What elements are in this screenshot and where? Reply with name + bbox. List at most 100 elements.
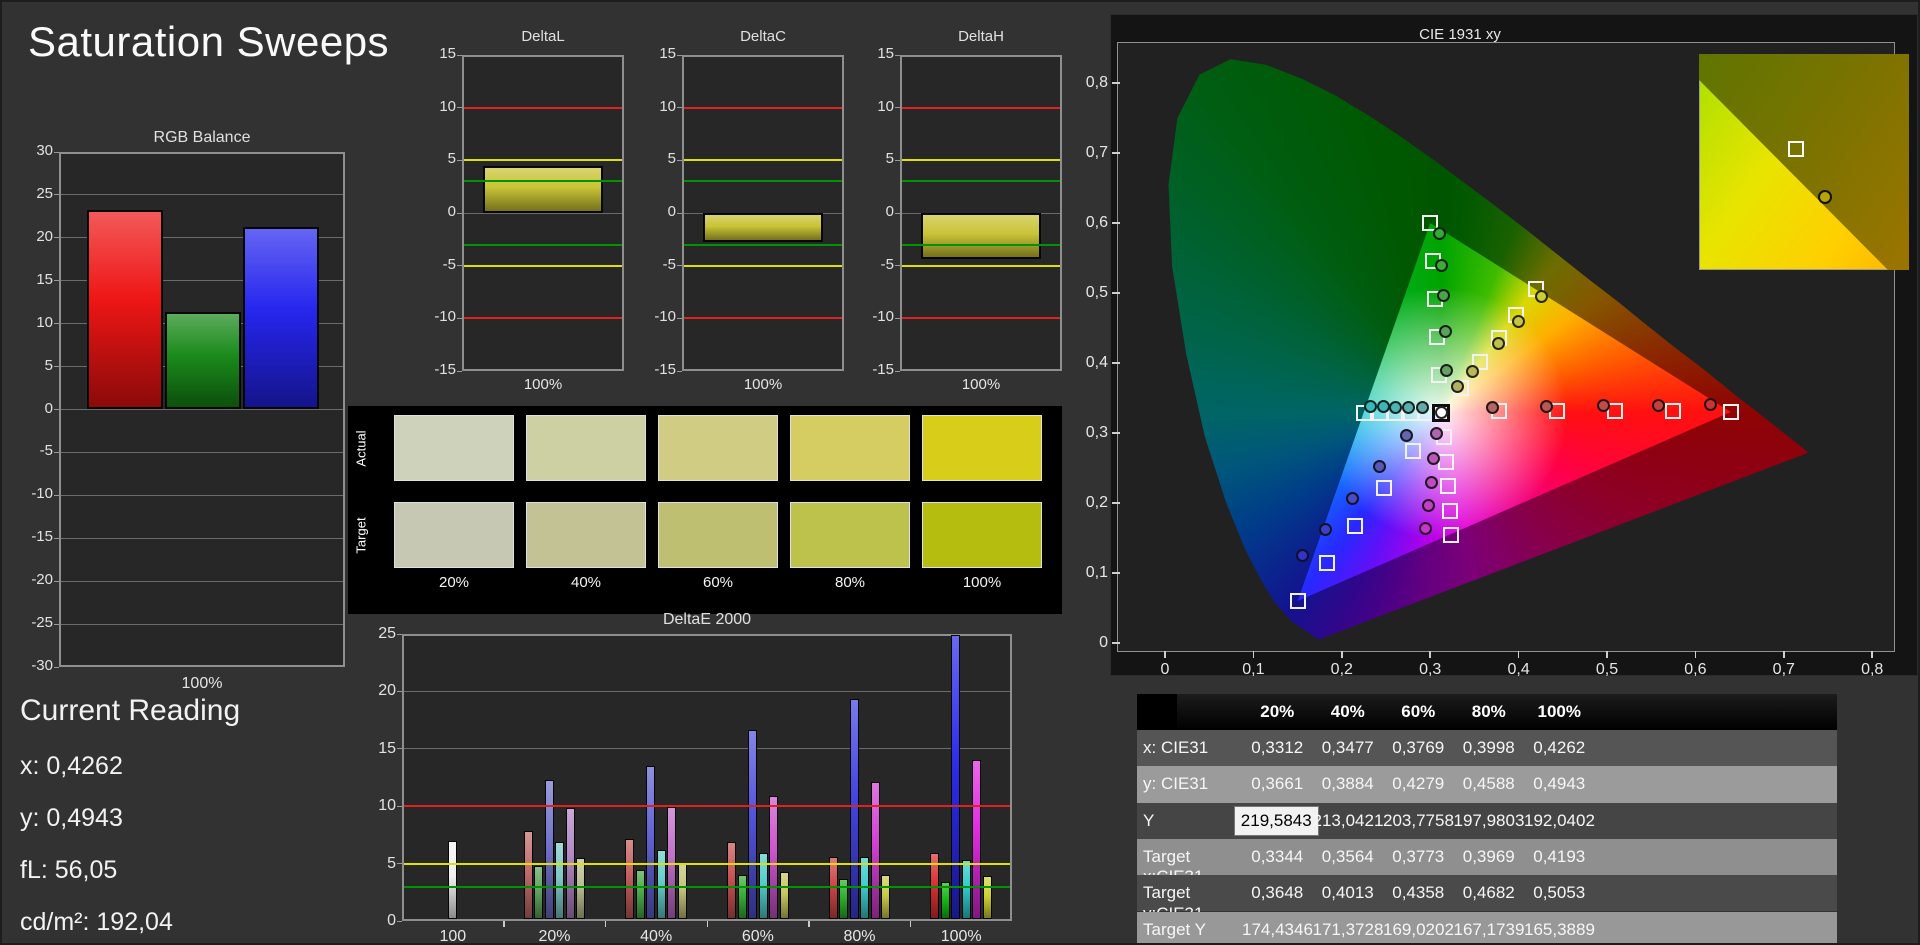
cie-x-tick-label: 0 bbox=[1160, 661, 1170, 678]
delta-c-y-tick bbox=[677, 54, 682, 56]
deltae-bar bbox=[870, 782, 880, 919]
table-cell-value[interactable]: 165,3889 bbox=[1524, 919, 1595, 939]
table-cell-value[interactable]: 0,3477 bbox=[1321, 738, 1374, 757]
table-cell-value[interactable]: 0,4013 bbox=[1321, 883, 1374, 903]
table-col-header[interactable]: 80% bbox=[1471, 702, 1506, 721]
rgb-balance-y-tick-label: 5 bbox=[44, 356, 53, 374]
table-cell-value[interactable]: 0,3998 bbox=[1462, 738, 1515, 757]
table-cell-value[interactable]: 0,4262 bbox=[1533, 738, 1586, 757]
rgb-balance-y-tick-label: -30 bbox=[31, 657, 53, 674]
cie-target-square-blue-60pct bbox=[1347, 518, 1364, 535]
table-cell-value[interactable]: 169,0202 bbox=[1383, 919, 1454, 939]
table-row bbox=[1137, 838, 1837, 876]
cie-y-tick-label: 0,7 bbox=[1085, 144, 1108, 161]
delta-l-ref-line-5 bbox=[464, 159, 622, 162]
swatch-col-label: 100% bbox=[962, 574, 1002, 591]
table-cell-value-selected[interactable]: 219,5843 bbox=[1240, 810, 1312, 830]
delta-l-y-tick-label: 0 bbox=[447, 203, 456, 220]
cie-measured-circle-cyan-60pct bbox=[1389, 400, 1403, 414]
table-cell-value[interactable]: 0,3564 bbox=[1321, 846, 1374, 866]
delta-h-bar bbox=[921, 213, 1041, 260]
rgb-balance-gridline bbox=[61, 580, 343, 582]
deltae-bar bbox=[737, 875, 747, 919]
swatch-actual-80% bbox=[790, 415, 910, 481]
rgb-balance-y-tick bbox=[54, 666, 59, 668]
cie-y-tick bbox=[1112, 82, 1120, 84]
table-cell-value[interactable]: 0,3648 bbox=[1251, 883, 1304, 903]
cie-x-tick-label: 0,7 bbox=[1772, 661, 1795, 678]
cie-target-square-yellow-40pct bbox=[1472, 354, 1489, 371]
table-cell-value[interactable]: 213,0421 bbox=[1312, 810, 1384, 830]
table-cell-value[interactable]: 0,4358 bbox=[1392, 883, 1445, 903]
swatch-actual-100% bbox=[922, 415, 1042, 481]
table-cell-value[interactable]: 0,3312 bbox=[1251, 738, 1304, 757]
cie-inset-measured-circle bbox=[1818, 189, 1832, 204]
current-reading-heading: Current Reading bbox=[20, 694, 241, 727]
table-cell-value[interactable]: 0,4279 bbox=[1392, 774, 1445, 794]
cie-y-tick-label: 0,1 bbox=[1085, 564, 1108, 581]
rgb-balance-y-tick-label: -20 bbox=[31, 571, 53, 589]
delta-h-y-tick bbox=[895, 370, 900, 372]
deltae-group-label: 100% bbox=[940, 928, 982, 945]
deltae-group-label: 60% bbox=[741, 928, 774, 945]
cie-white-point-circle bbox=[1434, 406, 1448, 420]
table-col-header[interactable]: 40% bbox=[1330, 702, 1365, 721]
rgb-balance-y-tick-label: 30 bbox=[36, 142, 53, 159]
cie-x-tick bbox=[1429, 651, 1431, 658]
table-row-label: x: CIE31 bbox=[1143, 738, 1209, 757]
rgb-balance-bar-blue bbox=[243, 226, 319, 410]
deltae-2000-y-tick-label: 15 bbox=[378, 739, 396, 757]
delta-l-x-label: 100% bbox=[523, 376, 563, 393]
table-cell-value[interactable]: 0,3661 bbox=[1251, 774, 1304, 794]
delta-l-y-tick-label: 10 bbox=[439, 97, 456, 115]
table-cell-value[interactable]: 0,4943 bbox=[1533, 774, 1586, 794]
table-cell-value[interactable]: 0,4193 bbox=[1533, 846, 1586, 866]
table-cell-value[interactable]: 203,7758 bbox=[1383, 810, 1454, 830]
cie-measured-circle-blue-60pct bbox=[1345, 492, 1359, 506]
table-cell-value[interactable]: 0,5053 bbox=[1533, 883, 1586, 903]
deltae-bar bbox=[748, 730, 758, 919]
table-cell-value[interactable]: 167,1739 bbox=[1453, 919, 1525, 939]
deltae-bar bbox=[635, 870, 645, 919]
deltae-x-tick bbox=[706, 921, 708, 927]
rgb-balance-y-tick-label: 20 bbox=[36, 227, 53, 245]
table-cell-value[interactable]: 0,3969 bbox=[1462, 846, 1515, 866]
cie-title: CIE 1931 xy bbox=[1419, 26, 1501, 43]
rgb-balance-gridline bbox=[61, 194, 343, 196]
table-cell-value[interactable]: 197,9803 bbox=[1453, 810, 1525, 830]
cie-x-tick-label: 0,8 bbox=[1861, 661, 1884, 678]
delta-l-bar bbox=[483, 165, 603, 213]
delta-c-ref-line-3 bbox=[684, 180, 842, 183]
table-cell-value[interactable]: 0,3884 bbox=[1321, 774, 1374, 794]
delta-h-x-label: 100% bbox=[961, 376, 1001, 393]
table-cell-value[interactable]: 174,4346 bbox=[1242, 919, 1313, 939]
rgb-balance-gridline bbox=[61, 280, 343, 282]
deltae-x-tick bbox=[808, 921, 810, 927]
table-row-label: Target x:CIE31 bbox=[1143, 846, 1203, 886]
cie-y-tick bbox=[1112, 572, 1120, 574]
rgb-balance-y-tick-label: -10 bbox=[31, 485, 53, 503]
swatch-row-label-text: Target bbox=[353, 516, 369, 554]
table-cell-value[interactable]: 0,3769 bbox=[1392, 738, 1445, 757]
table-cell-value[interactable]: 0,3773 bbox=[1392, 846, 1445, 866]
table-col-header[interactable]: 100% bbox=[1537, 702, 1581, 721]
deltae-group-label: 40% bbox=[640, 928, 673, 945]
table-cell-value[interactable]: 171,3728 bbox=[1312, 919, 1384, 939]
cie-target-square-magenta-60pct bbox=[1439, 478, 1456, 495]
delta-h-y-tick bbox=[895, 107, 900, 109]
table-cell-value[interactable]: 0,4588 bbox=[1462, 774, 1515, 794]
table-cell-value[interactable]: 192,0402 bbox=[1524, 810, 1595, 830]
delta-c-y-tick-label: 5 bbox=[667, 150, 676, 168]
table-col-header[interactable]: 60% bbox=[1401, 702, 1436, 721]
table-col-header[interactable]: 20% bbox=[1260, 702, 1295, 721]
deltae-2000-gridline bbox=[404, 748, 1010, 750]
cie-y-tick bbox=[1112, 152, 1120, 154]
cie-x-tick-label: 0,5 bbox=[1595, 661, 1619, 678]
cie-target-square-blue-20pct bbox=[1404, 442, 1421, 459]
cie-target-square-blue-100pct bbox=[1289, 593, 1306, 609]
current-reading-panel: Current Reading x: 0,4262 y: 0,4943 fL: 56… bbox=[20, 694, 241, 936]
deltae-2000-y-tick bbox=[397, 920, 402, 922]
delta-h-ref-line--5 bbox=[902, 264, 1060, 267]
table-cell-value[interactable]: 0,4682 bbox=[1462, 883, 1515, 903]
table-cell-value[interactable]: 0,3344 bbox=[1251, 846, 1304, 866]
